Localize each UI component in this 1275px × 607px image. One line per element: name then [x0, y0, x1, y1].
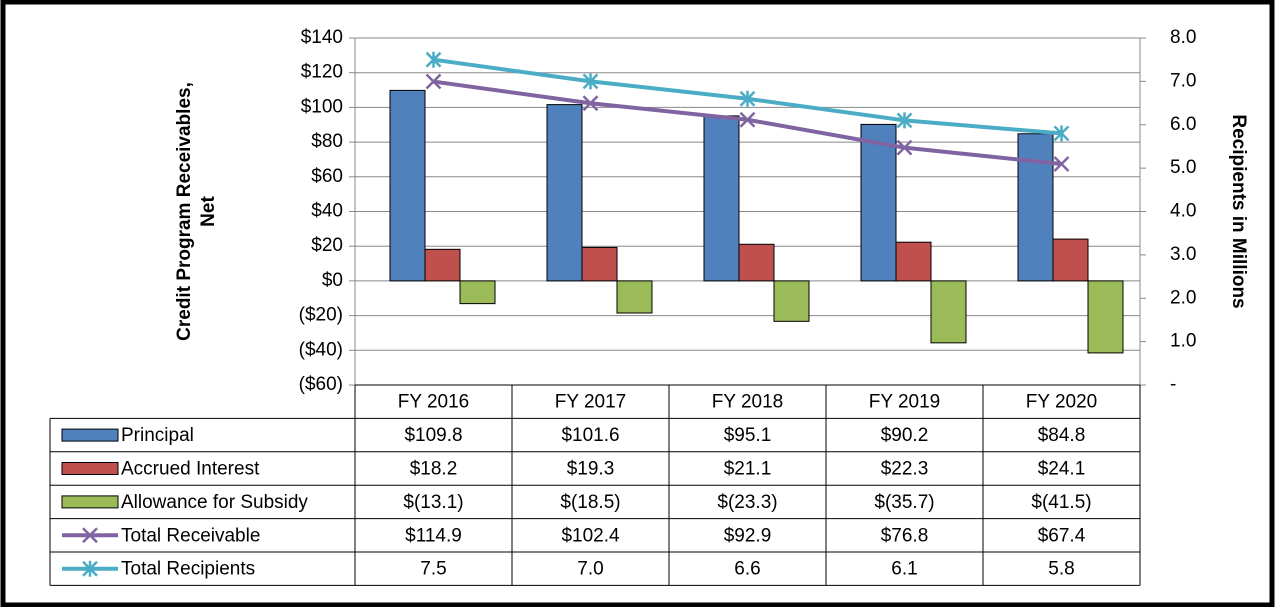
table-cell: $102.4 — [561, 525, 620, 546]
legend-label: Principal — [121, 425, 194, 446]
table-cell: $(13.1) — [403, 492, 463, 513]
table-cell: $(18.5) — [560, 492, 620, 513]
table-cell: $22.3 — [881, 459, 929, 480]
table-cell: $18.2 — [410, 459, 458, 480]
y2-axis-title: Recipients in Millions — [1228, 114, 1249, 308]
x-tick-label: FY 2017 — [555, 392, 626, 413]
x-tick-label: FY 2019 — [869, 392, 940, 413]
bar — [895, 241, 932, 282]
marker — [425, 51, 442, 68]
table-cell: $19.3 — [567, 459, 615, 480]
y-tick-label: $60 — [311, 166, 343, 187]
y-tick-label: $80 — [311, 131, 343, 152]
bar — [738, 243, 775, 282]
marker — [82, 527, 98, 544]
y-axis-title-line: Net — [198, 196, 219, 227]
table-cell: $(35.7) — [874, 492, 934, 513]
legend-swatch — [61, 462, 119, 475]
marker — [1053, 125, 1070, 142]
y-tick-label: $0 — [322, 270, 343, 291]
y2-tick-label: 6.0 — [1170, 114, 1196, 135]
table-cell: $90.2 — [881, 425, 929, 446]
x-tick-label: FY 2018 — [712, 392, 783, 413]
bar — [616, 280, 653, 314]
y2-tick-label: 4.0 — [1170, 201, 1196, 222]
table-cell: $76.8 — [881, 525, 929, 546]
legend-swatch — [61, 428, 119, 442]
bar — [703, 115, 740, 282]
y-tick-label: $40 — [311, 201, 343, 222]
table-cell: $95.1 — [724, 425, 772, 446]
bar — [1087, 280, 1124, 354]
bar — [389, 89, 426, 282]
table-cell: $92.9 — [724, 525, 772, 546]
table-cell: 6.6 — [734, 559, 760, 580]
table-cell: $109.8 — [404, 425, 462, 446]
y-tick-label: $140 — [301, 27, 343, 48]
legend-label: Total Receivable — [121, 525, 260, 546]
marker — [896, 139, 913, 156]
y2-tick-label: - — [1170, 374, 1176, 395]
legend-swatch — [61, 495, 119, 509]
table-cell: 5.8 — [1048, 559, 1074, 580]
table-cell: $21.1 — [724, 459, 772, 480]
marker — [582, 95, 599, 112]
x-tick-label: FY 2020 — [1026, 392, 1097, 413]
bar — [773, 280, 810, 322]
legend-label: Total Recipients — [121, 559, 255, 580]
y2-tick-label: 1.0 — [1170, 331, 1196, 352]
table-cell: $84.8 — [1038, 425, 1086, 446]
table-cell: 7.5 — [420, 559, 446, 580]
bar — [1052, 238, 1089, 282]
marker — [425, 73, 442, 90]
y-tick-label: ($20) — [299, 305, 343, 326]
table-cell: $24.1 — [1038, 459, 1086, 480]
y2-tick-label: 5.0 — [1170, 157, 1196, 178]
y2-tick-label: 2.0 — [1170, 287, 1196, 308]
bar — [1017, 133, 1054, 282]
table-cell: 6.1 — [891, 559, 917, 580]
bar — [459, 280, 496, 305]
y-axis-title-line: Credit Program Receivables, — [174, 82, 195, 341]
marker — [896, 112, 913, 129]
y-tick-label: $100 — [301, 96, 343, 117]
table-cell: $(23.3) — [717, 492, 777, 513]
y-axis-title: Credit Program Receivables, Net — [174, 82, 219, 341]
y2-tick-label: 3.0 — [1170, 244, 1196, 265]
table-cell: $(41.5) — [1031, 492, 1091, 513]
legend-label: Accrued Interest — [121, 459, 260, 480]
marker — [739, 90, 756, 107]
y2-tick-label: 7.0 — [1170, 70, 1196, 91]
marker — [1053, 156, 1070, 172]
bar — [581, 246, 618, 282]
legend-label: Allowance for Subsidy — [121, 492, 308, 513]
y-tick-label: $120 — [301, 62, 343, 83]
y-tick-label: $20 — [311, 235, 343, 256]
bar — [546, 104, 583, 282]
y-tick-label: ($60) — [299, 374, 343, 395]
y2-tick-label: 8.0 — [1170, 27, 1196, 48]
marker — [582, 73, 599, 90]
table-cell: $114.9 — [405, 525, 462, 546]
table-cell: 7.0 — [577, 559, 603, 580]
bar — [930, 280, 967, 344]
y-tick-label: ($40) — [299, 339, 343, 360]
table-cell: $67.4 — [1038, 525, 1086, 546]
table-cell: $101.6 — [561, 425, 619, 446]
marker — [82, 560, 98, 577]
x-tick-label: FY 2016 — [398, 392, 469, 413]
marker — [739, 111, 756, 128]
bar — [860, 123, 897, 282]
bar — [424, 248, 461, 282]
